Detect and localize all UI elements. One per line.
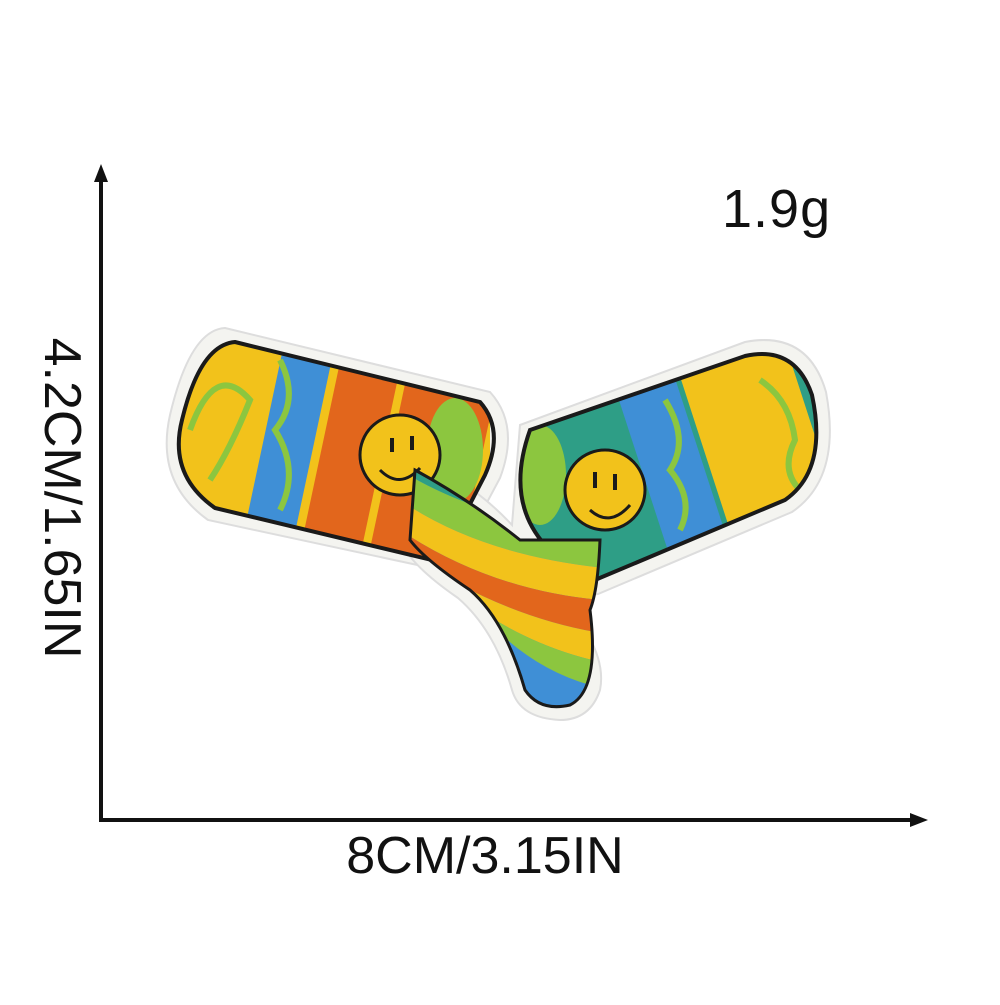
left-capsule <box>178 342 494 562</box>
vertical-axis <box>94 164 108 820</box>
height-dimension-label: 4.2CM/1.65IN <box>33 337 91 659</box>
width-dimension-label: 8CM/3.15IN <box>346 827 624 885</box>
horizontal-axis <box>99 813 928 827</box>
weight-label: 1.9g <box>722 179 832 239</box>
embroidered-patch <box>165 326 831 722</box>
